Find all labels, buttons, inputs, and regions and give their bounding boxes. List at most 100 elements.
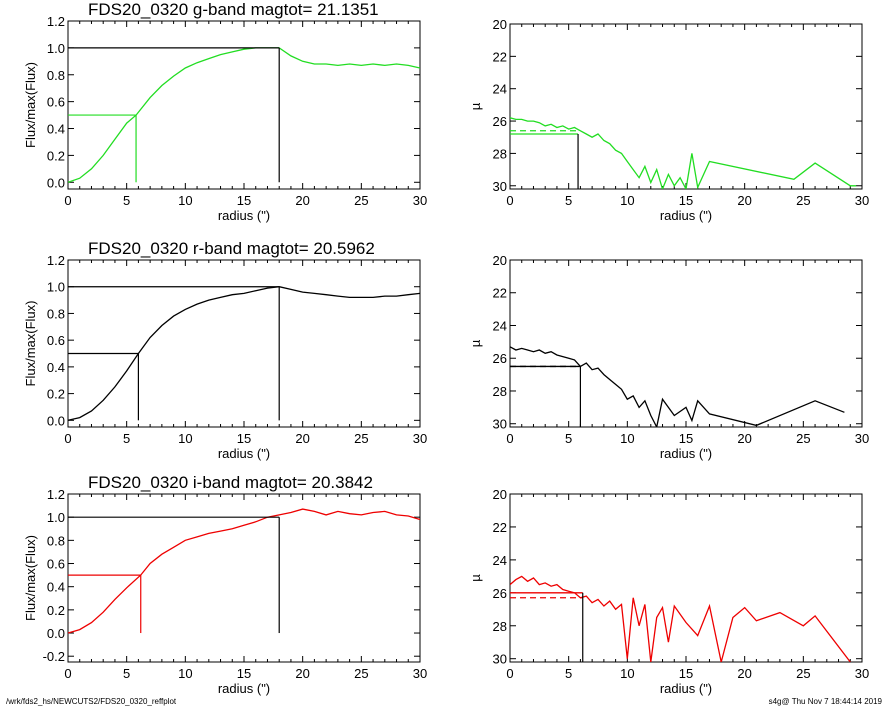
y-tick-label: 1.0 xyxy=(47,280,65,295)
y-tick-label: 20 xyxy=(493,17,507,32)
panel-6: 0 5 10 15 20 25 30 20 22 24 26 28 30 radius (") µ xyxy=(468,487,869,696)
y-tick-label: 1.2 xyxy=(47,253,65,268)
x-tick-label: 25 xyxy=(796,666,810,681)
y-axis-label: µ xyxy=(468,339,483,347)
y-tick-label: 20 xyxy=(493,487,507,502)
y-tick-label: 26 xyxy=(493,114,507,129)
plot-frame xyxy=(67,259,421,428)
plot-frame xyxy=(509,493,863,663)
data-line xyxy=(510,575,851,662)
x-tick-label: 25 xyxy=(796,193,810,208)
x-tick-label: 10 xyxy=(620,666,634,681)
x-tick-label: 30 xyxy=(855,431,869,446)
data-line xyxy=(510,346,845,427)
y-tick-label: -0.2 xyxy=(43,649,65,664)
y-tick-label: 0.4 xyxy=(47,580,65,595)
x-tick-label: 10 xyxy=(620,431,634,446)
plot-frame xyxy=(509,259,863,428)
y-axis-label: Flux/max(Flux) xyxy=(23,301,38,387)
x-axis-label: radius (") xyxy=(218,208,270,223)
x-tick-label: 15 xyxy=(237,431,251,446)
x-axis-label: radius (") xyxy=(660,681,712,696)
x-tick-label: 30 xyxy=(855,193,869,208)
x-tick-label: 10 xyxy=(178,431,192,446)
x-tick-label: 10 xyxy=(620,193,634,208)
y-tick-label: 22 xyxy=(493,286,507,301)
x-tick-label: 20 xyxy=(737,193,751,208)
y-tick-label: 0.6 xyxy=(47,95,65,110)
x-tick-label: 5 xyxy=(565,193,572,208)
y-tick-label: 28 xyxy=(493,146,507,161)
y-tick-label: 0.6 xyxy=(47,333,65,348)
footer-timestamp: s4g@ Thu Nov 7 18:44:14 2019 xyxy=(769,697,883,706)
y-tick-label: 0.2 xyxy=(47,603,65,618)
y-tick-label: 26 xyxy=(493,351,507,366)
y-tick-label: 0.6 xyxy=(47,557,65,572)
x-tick-label: 0 xyxy=(506,666,513,681)
x-tick-label: 25 xyxy=(796,431,810,446)
y-tick-label: 28 xyxy=(493,619,507,634)
x-tick-label: 15 xyxy=(679,666,693,681)
y-tick-label: 24 xyxy=(493,318,507,333)
y-tick-label: 22 xyxy=(493,49,507,64)
y-tick-label: 1.0 xyxy=(47,510,65,525)
x-axis-label: radius (") xyxy=(218,681,270,696)
y-tick-label: 0.2 xyxy=(47,148,65,163)
y-axis-label: Flux/max(Flux) xyxy=(23,535,38,621)
y-axis-label: µ xyxy=(468,574,483,582)
x-tick-label: 15 xyxy=(237,193,251,208)
panel-3: FDS20_0320 r-band magtot= 20.5962 0 5 10 15 2… xyxy=(23,239,427,461)
y-tick-label: 24 xyxy=(493,82,507,97)
x-tick-label: 20 xyxy=(737,666,751,681)
y-tick-label: 1.2 xyxy=(47,14,65,29)
plot-frame xyxy=(67,493,421,663)
plot-frame xyxy=(509,23,863,190)
panel-1: FDS20_0320 g-band magtot= 21.1351 0 5 10 15 2… xyxy=(23,0,427,223)
x-axis-label: radius (") xyxy=(660,208,712,223)
y-tick-label: 26 xyxy=(493,586,507,601)
y-tick-label: 30 xyxy=(493,417,507,432)
data-line xyxy=(510,117,857,189)
x-tick-label: 15 xyxy=(679,193,693,208)
y-axis-label: µ xyxy=(468,102,483,110)
x-tick-label: 10 xyxy=(178,193,192,208)
data-line xyxy=(68,508,420,634)
x-tick-label: 20 xyxy=(295,666,309,681)
y-tick-label: 20 xyxy=(493,253,507,268)
y-tick-label: 22 xyxy=(493,520,507,535)
panel-2: 0 5 10 15 20 25 30 20 22 24 26 28 30 radius (") µ xyxy=(468,17,869,223)
x-axis-label: radius (") xyxy=(218,446,270,461)
data-line xyxy=(68,47,420,183)
x-tick-label: 5 xyxy=(123,193,130,208)
y-tick-label: 1.2 xyxy=(47,487,65,502)
chart-title: FDS20_0320 g-band magtot= 21.1351 xyxy=(88,0,379,19)
y-tick-label: 0.8 xyxy=(47,306,65,321)
y-tick-label: 0.8 xyxy=(47,533,65,548)
x-axis-label: radius (") xyxy=(660,446,712,461)
x-tick-label: 5 xyxy=(123,666,130,681)
x-tick-label: 30 xyxy=(413,666,427,681)
panel-4: 0 5 10 15 20 25 30 20 22 24 26 28 30 radius (") µ xyxy=(468,253,869,461)
footer-path: /wrk/fds2_hs/NEWCUTS2/FDS20_0320_reffplo… xyxy=(6,697,177,706)
x-tick-label: 25 xyxy=(354,431,368,446)
x-tick-label: 5 xyxy=(565,431,572,446)
y-tick-label: 0.8 xyxy=(47,68,65,83)
x-tick-label: 25 xyxy=(354,666,368,681)
x-tick-label: 0 xyxy=(64,193,71,208)
x-tick-label: 10 xyxy=(178,666,192,681)
chart-title: FDS20_0320 i-band magtot= 20.3842 xyxy=(88,473,373,492)
x-tick-label: 20 xyxy=(295,431,309,446)
x-tick-label: 15 xyxy=(237,666,251,681)
x-tick-label: 25 xyxy=(354,193,368,208)
y-tick-label: 30 xyxy=(493,652,507,667)
y-axis-label: Flux/max(Flux) xyxy=(23,62,38,148)
y-tick-label: 0.2 xyxy=(47,387,65,402)
y-tick-label: 0.0 xyxy=(47,175,65,190)
x-tick-label: 0 xyxy=(506,193,513,208)
x-tick-label: 30 xyxy=(855,666,869,681)
y-tick-label: 30 xyxy=(493,179,507,194)
x-tick-label: 5 xyxy=(565,666,572,681)
x-tick-label: 15 xyxy=(679,431,693,446)
data-line xyxy=(68,286,420,421)
